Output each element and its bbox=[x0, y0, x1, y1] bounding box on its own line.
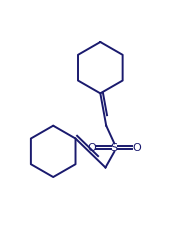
Text: O: O bbox=[88, 143, 97, 153]
Text: S: S bbox=[111, 143, 118, 153]
Text: O: O bbox=[132, 143, 141, 153]
